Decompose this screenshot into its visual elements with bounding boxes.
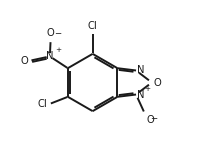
Text: −: − <box>151 114 158 123</box>
Text: Cl: Cl <box>88 21 97 31</box>
Text: N: N <box>137 90 145 99</box>
Text: N: N <box>46 51 54 61</box>
Text: +: + <box>144 86 150 92</box>
Text: O: O <box>47 28 54 38</box>
Text: N: N <box>137 65 145 75</box>
Text: Cl: Cl <box>38 99 48 109</box>
Text: O: O <box>153 78 161 87</box>
Text: O: O <box>20 56 28 66</box>
Text: −: − <box>54 28 62 37</box>
Text: O: O <box>146 115 154 125</box>
Text: +: + <box>55 48 61 53</box>
